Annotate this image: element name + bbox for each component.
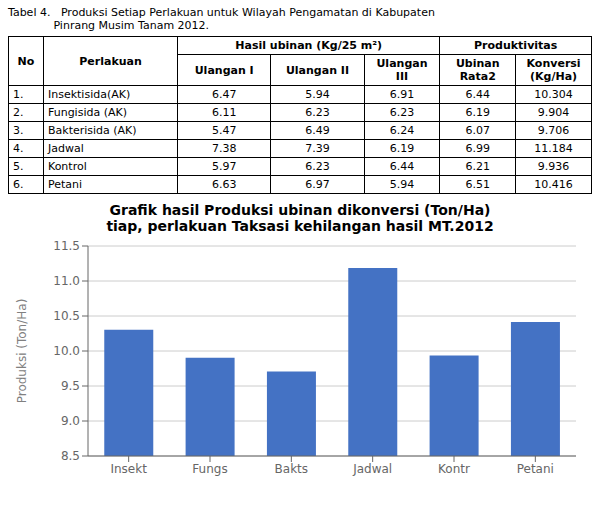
html-text:6.23: 6.23 bbox=[305, 106, 330, 119]
html-text:Jadwal: Jadwal bbox=[48, 142, 84, 155]
html-text:Grafik hasil Produksi ubinan d: Grafik hasil Produksi ubinan dikonversi … bbox=[106, 202, 494, 234]
html-text:6.44: 6.44 bbox=[465, 88, 490, 101]
html-text:6.07: 6.07 bbox=[465, 124, 490, 137]
html-text:6.99: 6.99 bbox=[465, 142, 490, 155]
html-text:1.: 1. bbox=[13, 88, 24, 101]
svg-text:11.5: 11.5 bbox=[53, 239, 80, 253]
html-text:9.904: 9.904 bbox=[537, 106, 570, 119]
html-text:6.51: 6.51 bbox=[465, 178, 490, 191]
svg-text:Kontr: Kontr bbox=[438, 462, 470, 476]
html-text:6.19: 6.19 bbox=[389, 142, 415, 155]
svg-text:10.0: 10.0 bbox=[53, 344, 80, 358]
html-text:5.47: 5.47 bbox=[211, 124, 237, 137]
svg-text:Bakts: Bakts bbox=[275, 462, 309, 476]
html-text:6.21: 6.21 bbox=[465, 160, 490, 173]
html-text:Ulangan III: Ulangan III bbox=[376, 57, 428, 83]
html-text:5.94: 5.94 bbox=[389, 178, 415, 191]
html-text:6.24: 6.24 bbox=[389, 124, 415, 137]
html-text:11.184: 11.184 bbox=[534, 142, 573, 155]
html-text:5.: 5. bbox=[13, 160, 24, 173]
svg-text:Fungs: Fungs bbox=[192, 462, 227, 476]
html-text:6.47: 6.47 bbox=[211, 88, 237, 101]
svg-text:9.0: 9.0 bbox=[61, 414, 80, 428]
html-text:6.23: 6.23 bbox=[305, 160, 330, 173]
html-text:4.: 4. bbox=[13, 142, 24, 155]
html-text:6.44: 6.44 bbox=[389, 160, 415, 173]
html-text:Tabel 4. Produksi Setiap Perla: Tabel 4. Produksi Setiap Perlakuan untuk… bbox=[8, 6, 435, 32]
svg-text:8.5: 8.5 bbox=[61, 449, 80, 463]
html-text:Fungisida (AK): Fungisida (AK) bbox=[48, 106, 127, 119]
html-text:6.97: 6.97 bbox=[305, 178, 330, 191]
html-text:5.94: 5.94 bbox=[305, 88, 330, 101]
html-text:Perlakuan: Perlakuan bbox=[79, 54, 142, 68]
svg-text:10.5: 10.5 bbox=[53, 309, 80, 323]
svg-text:11.0: 11.0 bbox=[53, 274, 80, 288]
html-text:9.706: 9.706 bbox=[537, 124, 570, 137]
html-text:6.19: 6.19 bbox=[465, 106, 490, 119]
svg-text:Jadwal: Jadwal bbox=[352, 462, 392, 476]
html-text:9.936: 9.936 bbox=[537, 160, 570, 173]
html-text:Petani: Petani bbox=[48, 178, 83, 191]
html-text:Hasil ubinan (Kg/25 m²): Hasil ubinan (Kg/25 m²) bbox=[235, 39, 383, 52]
html-text:Ubinan Rata2: Ubinan Rata2 bbox=[455, 57, 500, 83]
html-text:Ulangan I: Ulangan I bbox=[194, 63, 254, 77]
html-text:10.416: 10.416 bbox=[534, 178, 573, 191]
html-text:7.38: 7.38 bbox=[211, 142, 237, 155]
html-text:No: No bbox=[17, 54, 35, 68]
html-text:6.91: 6.91 bbox=[389, 88, 415, 101]
html-text:2.: 2. bbox=[13, 106, 24, 119]
html-text:5.97: 5.97 bbox=[211, 160, 237, 173]
html-text:Ulangan II: Ulangan II bbox=[285, 63, 349, 77]
html-text:Insektisida(AK): Insektisida(AK) bbox=[48, 88, 131, 101]
html-text:6.63: 6.63 bbox=[211, 178, 237, 191]
html-text:Produktivitas: Produktivitas bbox=[474, 39, 558, 52]
html-text:6.11: 6.11 bbox=[211, 106, 237, 119]
html-text:Konversi (Kg/Ha): Konversi (Kg/Ha) bbox=[526, 57, 581, 83]
svg-text:9.5: 9.5 bbox=[61, 379, 80, 393]
html-text:3.: 3. bbox=[13, 124, 24, 137]
html-text:6.23: 6.23 bbox=[389, 106, 415, 119]
html-text:6.: 6. bbox=[13, 178, 24, 191]
html-text:Bakterisida (AK): Bakterisida (AK) bbox=[48, 124, 137, 137]
svg-text:Insekt: Insekt bbox=[110, 462, 147, 476]
svg-text:Produksi (Ton/Ha): Produksi (Ton/Ha) bbox=[15, 299, 29, 404]
html-text:Kontrol: Kontrol bbox=[48, 160, 87, 173]
html-text:7.39: 7.39 bbox=[305, 142, 330, 155]
html-text:10.304: 10.304 bbox=[534, 88, 573, 101]
html-text:6.49: 6.49 bbox=[305, 124, 330, 137]
svg-text:Petani: Petani bbox=[517, 462, 554, 476]
